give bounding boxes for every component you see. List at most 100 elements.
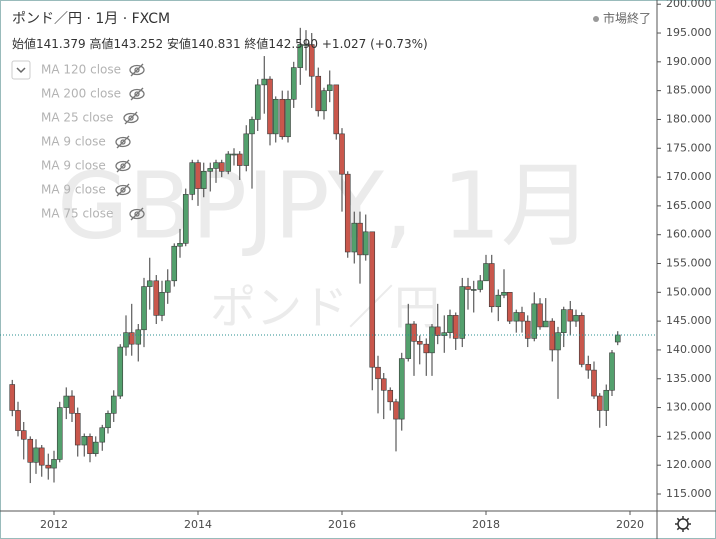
candle-body	[495, 294, 502, 308]
indicator-label: MA 9 close	[41, 135, 106, 149]
candle-body	[321, 90, 327, 112]
y-tick-label: 130.000	[666, 401, 712, 414]
x-tick-label: 2014	[184, 518, 212, 531]
pupil	[120, 163, 126, 169]
candle-body	[105, 413, 111, 429]
candle-body	[177, 243, 183, 247]
y-tick-label: 120.000	[666, 458, 712, 471]
y-tick-label: 145.000	[666, 314, 712, 327]
candle-body	[591, 369, 597, 397]
eye	[115, 136, 131, 148]
candle-body	[261, 78, 268, 86]
candle-body	[171, 245, 178, 282]
visibility-toggle[interactable]	[115, 159, 131, 173]
visibility-toggle[interactable]	[129, 87, 145, 101]
close: 142.590	[268, 37, 318, 51]
y-tick-label: 195.000	[666, 26, 712, 39]
candle-body	[488, 263, 495, 308]
candle-body	[578, 315, 585, 365]
candle-body	[99, 427, 106, 443]
eye	[129, 64, 145, 76]
pupil	[134, 211, 140, 217]
candle-body	[236, 153, 243, 166]
candle-body	[146, 280, 153, 287]
visibility-toggle[interactable]	[115, 183, 131, 197]
visibility-toggle[interactable]	[123, 111, 139, 125]
slash	[124, 111, 138, 125]
candle-body	[537, 303, 543, 328]
candle-body	[411, 323, 417, 342]
y-tick-label: 190.000	[666, 55, 712, 68]
collapse-button[interactable]	[11, 60, 31, 80]
status-dot	[593, 16, 599, 22]
open-label: 始値	[12, 36, 36, 51]
status: 市場終了	[603, 11, 651, 26]
visibility-toggle[interactable]	[115, 135, 131, 149]
candle-body	[555, 332, 561, 351]
candle-body	[369, 231, 376, 368]
candle-body	[573, 315, 579, 322]
candle-body	[153, 280, 160, 316]
slash	[130, 207, 144, 221]
candle-body	[560, 309, 567, 333]
candle-body	[423, 343, 430, 354]
eye	[115, 184, 131, 196]
candle-body	[506, 292, 513, 322]
candle-body	[195, 162, 201, 189]
slash	[130, 63, 144, 77]
candle-body	[285, 98, 291, 138]
candle-body	[110, 395, 117, 414]
candle-body	[416, 341, 423, 345]
candle-body	[333, 84, 340, 135]
y-tick-label: 200.000	[666, 0, 712, 10]
candle-body	[56, 407, 63, 460]
candle-body	[315, 75, 322, 112]
candle-body	[272, 98, 279, 135]
y-tick-label: 165.000	[666, 199, 712, 212]
y-tick-label: 180.000	[666, 112, 712, 125]
candle-body	[519, 312, 525, 322]
eye	[129, 88, 145, 100]
candle-body	[290, 67, 297, 100]
candle-body	[326, 84, 333, 91]
y-tick-label: 155.000	[666, 257, 712, 270]
candle-body	[254, 84, 261, 120]
candle-body	[243, 133, 250, 166]
y-tick-label: 160.000	[666, 228, 712, 241]
watermark-sub: ポンド／円	[210, 281, 440, 335]
ohlc: 始値141.379 高値143.252 安値140.831 終値142.590 …	[12, 36, 428, 51]
candle-body	[74, 413, 81, 446]
indicator-label: MA 120 close	[41, 63, 121, 77]
candle-body	[164, 280, 171, 293]
pupil	[128, 115, 134, 121]
slash	[116, 135, 130, 149]
eye	[115, 160, 131, 172]
candle-body	[459, 286, 466, 339]
open: 141.379	[36, 37, 86, 51]
candle-body	[87, 436, 93, 454]
candle-body	[609, 352, 615, 391]
slash	[130, 87, 144, 101]
y-tick-label: 150.000	[666, 285, 712, 298]
change: +1.027	[322, 37, 366, 51]
plot	[0, 27, 657, 484]
candle-body	[344, 173, 351, 253]
candle-body	[434, 326, 441, 336]
candle-body	[387, 389, 394, 403]
low-label: 安値	[167, 36, 191, 51]
pupil	[134, 67, 140, 73]
candle-body	[117, 346, 124, 397]
candle-body	[441, 332, 448, 336]
visibility-toggle[interactable]	[129, 207, 145, 221]
candle-body	[249, 119, 255, 135]
high: 143.252	[113, 37, 163, 51]
settings-icon[interactable]	[675, 516, 691, 532]
visibility-toggle[interactable]	[129, 63, 145, 77]
close-label: 終値	[244, 36, 268, 51]
candle-body	[452, 315, 459, 339]
candle-body	[447, 315, 453, 333]
candle-body	[614, 334, 621, 343]
candle-body	[225, 153, 232, 172]
pupil	[120, 139, 126, 145]
